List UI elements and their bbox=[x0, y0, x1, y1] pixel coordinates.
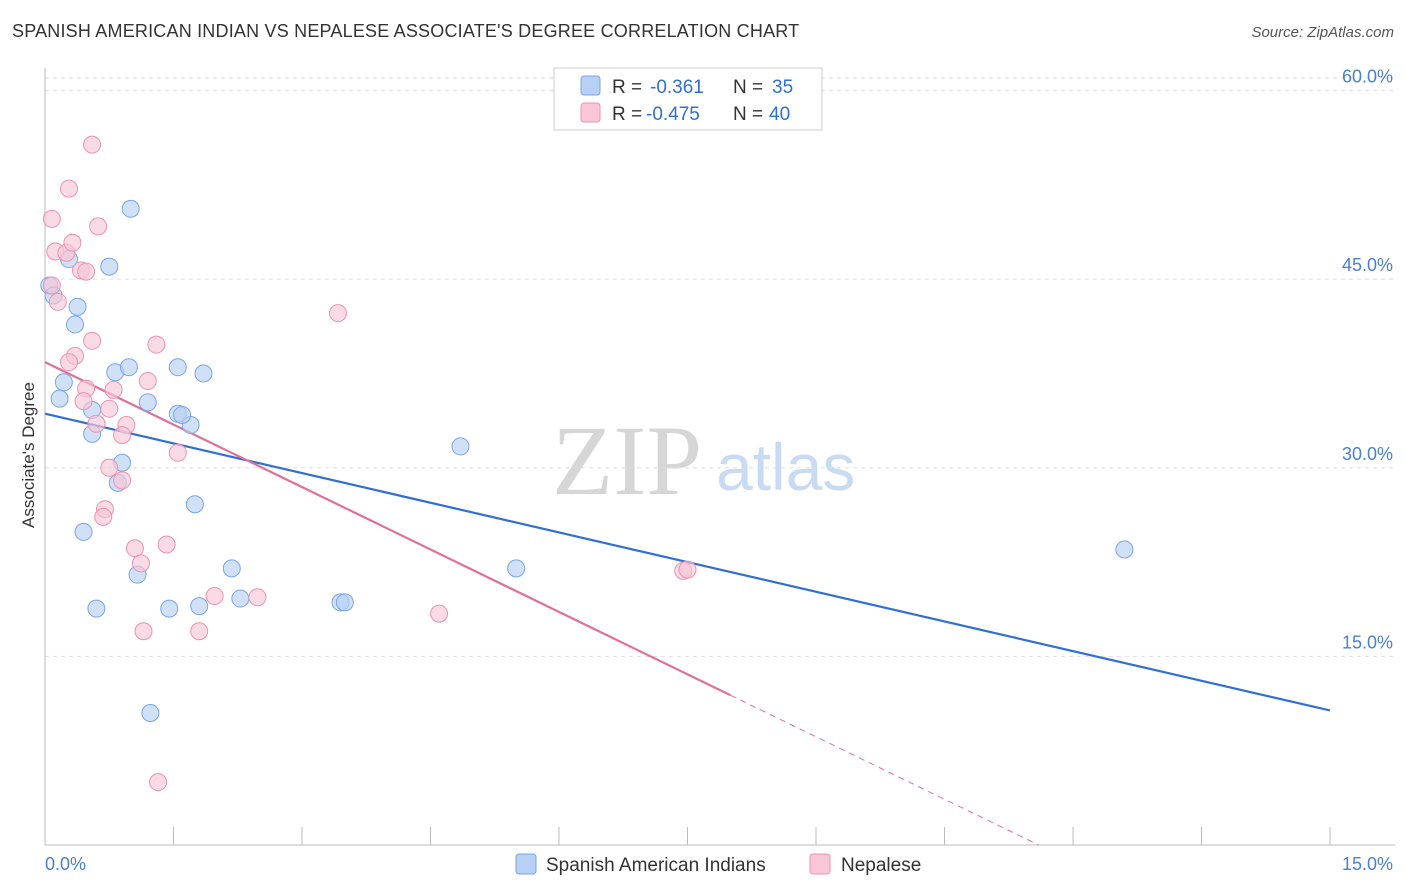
point-pink bbox=[89, 217, 108, 236]
point-blue bbox=[194, 364, 213, 383]
tick-labels: 15.0% 30.0% 45.0% 60.0% 0.0% 15.0% bbox=[45, 67, 1393, 874]
point-blue bbox=[1115, 540, 1134, 559]
point-pink bbox=[131, 554, 150, 573]
point-blue bbox=[160, 599, 179, 618]
point-pink bbox=[100, 399, 119, 418]
point-pink bbox=[328, 304, 347, 323]
watermark-zip: ZIP bbox=[552, 405, 702, 516]
point-blue bbox=[190, 597, 209, 616]
point-pink bbox=[74, 392, 93, 411]
point-blue bbox=[68, 297, 87, 316]
point-pink bbox=[134, 622, 153, 641]
point-pink bbox=[205, 587, 224, 606]
point-pink bbox=[430, 604, 449, 623]
point-pink bbox=[48, 292, 67, 311]
stats-legend: R = -0.361 N = 35 R = -0.475 N = 40 bbox=[553, 67, 823, 131]
point-pink bbox=[83, 135, 102, 154]
chart-title: SPANISH AMERICAN INDIAN VS NEPALESE ASSO… bbox=[12, 21, 800, 41]
point-pink bbox=[87, 414, 106, 433]
point-blue bbox=[87, 599, 106, 618]
point-pink bbox=[678, 560, 697, 579]
point-blue bbox=[50, 389, 69, 408]
legend-n-value-pink: 40 bbox=[769, 104, 790, 125]
point-pink bbox=[190, 622, 209, 641]
y-tick-label: 30.0% bbox=[1342, 444, 1393, 464]
legend-r-label-pink: R = bbox=[612, 104, 642, 125]
point-pink bbox=[248, 588, 267, 607]
axes bbox=[44, 68, 1395, 846]
point-blue bbox=[335, 593, 354, 612]
legend-n-value-blue: 35 bbox=[772, 77, 793, 98]
point-blue bbox=[138, 393, 157, 412]
point-pink bbox=[63, 233, 82, 252]
point-blue bbox=[168, 358, 187, 377]
point-pink bbox=[100, 458, 119, 477]
y-axis-label: Associate's Degree bbox=[19, 382, 38, 528]
trend-line-extension-pink bbox=[730, 694, 1039, 846]
point-blue bbox=[222, 559, 241, 578]
data-points bbox=[40, 135, 1134, 792]
point-pink bbox=[42, 276, 61, 295]
point-blue bbox=[173, 405, 192, 424]
legend-r-value-pink: -0.475 bbox=[646, 104, 700, 125]
point-pink bbox=[125, 539, 144, 558]
series-legend-label-blue: Spanish American Indians bbox=[546, 855, 766, 876]
point-pink bbox=[113, 426, 132, 445]
point-blue bbox=[65, 315, 84, 334]
legend-r-label-blue: R = bbox=[612, 77, 642, 98]
point-pink bbox=[157, 535, 176, 554]
point-pink bbox=[113, 471, 132, 490]
point-pink bbox=[147, 335, 166, 354]
watermark-atlas: atlas bbox=[716, 430, 855, 504]
point-pink bbox=[149, 773, 168, 792]
legend-swatch-pink bbox=[580, 102, 601, 123]
series-legend: Spanish American Indians Nepalese bbox=[515, 853, 921, 876]
series-legend-swatch-pink bbox=[809, 853, 831, 875]
x-tick-label: 15.0% bbox=[1342, 854, 1393, 874]
point-blue bbox=[451, 437, 470, 456]
point-pink bbox=[104, 380, 123, 399]
point-blue bbox=[141, 703, 160, 722]
legend-r-value-blue: -0.361 bbox=[650, 77, 704, 98]
y-tick-label: 15.0% bbox=[1342, 632, 1393, 652]
source-credit: Source: ZipAtlas.com bbox=[1251, 24, 1394, 41]
point-pink bbox=[77, 262, 96, 281]
point-pink bbox=[59, 179, 78, 198]
y-tick-label: 45.0% bbox=[1342, 255, 1393, 275]
point-blue bbox=[54, 373, 73, 392]
point-pink bbox=[83, 331, 102, 350]
point-blue bbox=[119, 358, 138, 377]
x-tick-label: 0.0% bbox=[45, 854, 86, 874]
legend-n-label-blue: N = bbox=[733, 77, 763, 98]
y-tick-label: 60.0% bbox=[1342, 67, 1393, 87]
point-blue bbox=[74, 522, 93, 541]
point-blue bbox=[507, 559, 526, 578]
point-blue bbox=[100, 257, 119, 276]
point-pink bbox=[42, 209, 61, 228]
legend-n-label-pink: N = bbox=[733, 104, 763, 125]
point-pink bbox=[59, 353, 78, 372]
point-pink bbox=[138, 372, 157, 391]
trend-line-pink bbox=[44, 361, 731, 697]
series-legend-swatch-blue bbox=[515, 853, 537, 875]
legend-swatch-blue bbox=[580, 75, 601, 96]
point-blue bbox=[121, 199, 140, 218]
point-blue bbox=[185, 495, 204, 514]
point-pink bbox=[168, 443, 187, 462]
point-blue bbox=[231, 589, 250, 608]
point-pink bbox=[94, 507, 113, 526]
series-legend-label-pink: Nepalese bbox=[841, 855, 921, 876]
